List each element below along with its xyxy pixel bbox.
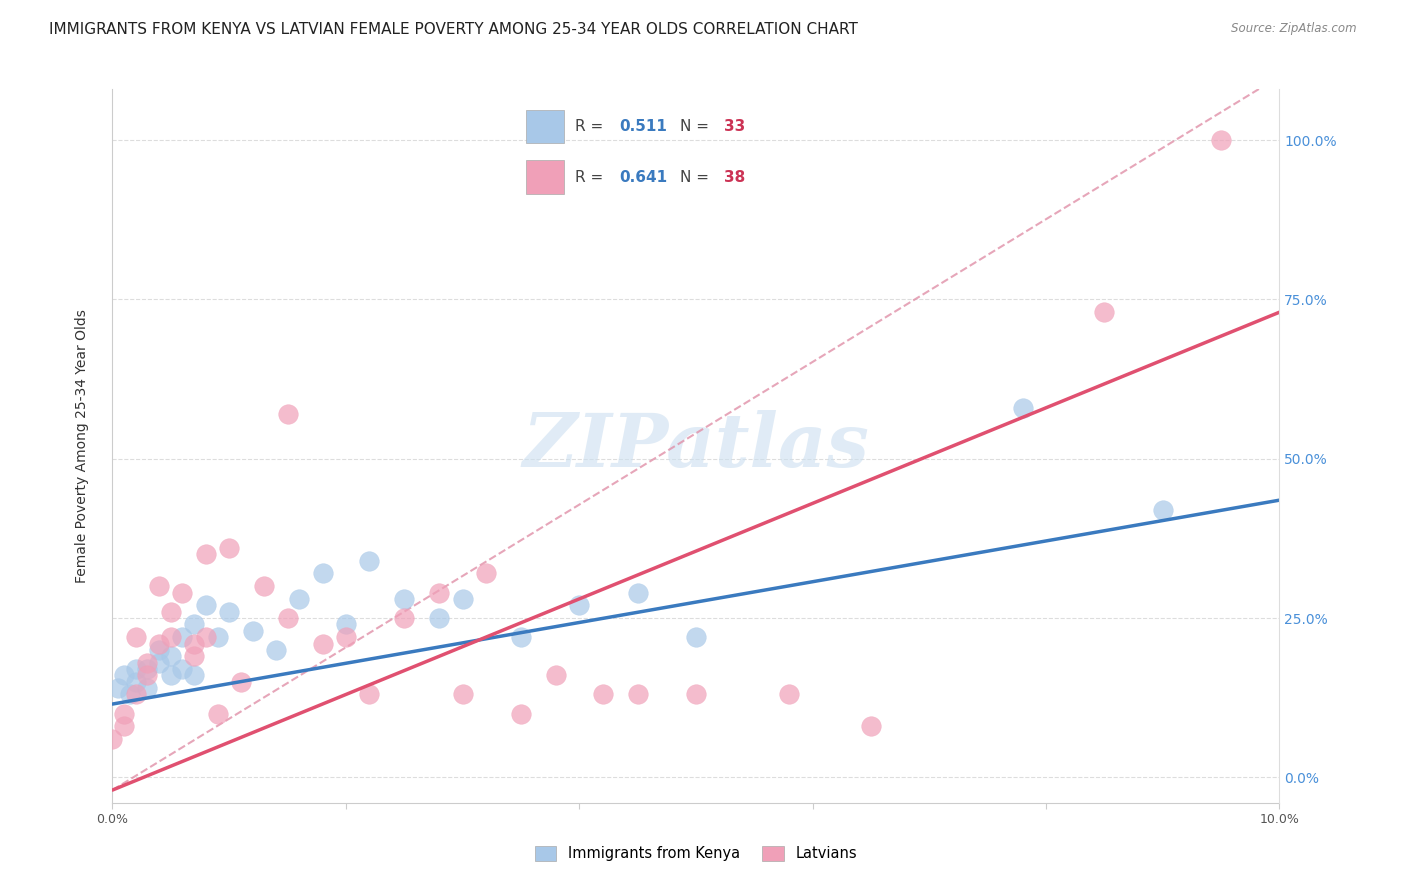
- Text: Source: ZipAtlas.com: Source: ZipAtlas.com: [1232, 22, 1357, 36]
- Point: [288, 591, 311, 606]
- Text: IMMIGRANTS FROM KENYA VS LATVIAN FEMALE POVERTY AMONG 25-34 YEAR OLDS CORRELATIO: IMMIGRANTS FROM KENYA VS LATVIAN FEMALE …: [49, 22, 858, 37]
- Point: [592, 688, 614, 702]
- Point: [148, 579, 170, 593]
- Point: [685, 688, 707, 702]
- Point: [311, 636, 333, 650]
- Point: [253, 579, 276, 593]
- Point: [207, 630, 229, 644]
- Point: [1011, 401, 1033, 415]
- Point: [394, 611, 416, 625]
- Point: [136, 662, 159, 676]
- Legend: Immigrants from Kenya, Latvians: Immigrants from Kenya, Latvians: [529, 839, 863, 867]
- Point: [148, 656, 170, 670]
- Point: [125, 674, 148, 689]
- Point: [335, 630, 357, 644]
- Point: [544, 668, 567, 682]
- Point: [125, 662, 148, 676]
- Point: [359, 554, 381, 568]
- Point: [125, 688, 148, 702]
- Point: [136, 668, 159, 682]
- Point: [194, 599, 217, 613]
- Point: [427, 611, 450, 625]
- Point: [160, 630, 183, 644]
- Point: [136, 681, 159, 695]
- Point: [427, 585, 450, 599]
- Point: [136, 656, 159, 670]
- Point: [451, 591, 474, 606]
- Point: [194, 630, 217, 644]
- Point: [160, 668, 183, 682]
- Point: [276, 611, 298, 625]
- Point: [160, 649, 183, 664]
- Point: [229, 674, 252, 689]
- Point: [685, 630, 707, 644]
- Point: [1152, 502, 1174, 516]
- Point: [183, 668, 205, 682]
- Point: [183, 649, 205, 664]
- Point: [183, 617, 205, 632]
- Point: [101, 732, 124, 747]
- Point: [359, 688, 381, 702]
- Point: [335, 617, 357, 632]
- Point: [118, 688, 141, 702]
- Point: [264, 643, 287, 657]
- Point: [207, 706, 229, 721]
- Text: ZIPatlas: ZIPatlas: [523, 409, 869, 483]
- Point: [778, 688, 800, 702]
- Point: [172, 585, 194, 599]
- Point: [568, 599, 591, 613]
- Point: [509, 630, 531, 644]
- Point: [475, 566, 498, 581]
- Point: [627, 585, 650, 599]
- Point: [1209, 133, 1232, 147]
- Point: [112, 668, 135, 682]
- Point: [160, 605, 183, 619]
- Point: [218, 605, 240, 619]
- Point: [394, 591, 416, 606]
- Point: [627, 688, 650, 702]
- Point: [311, 566, 333, 581]
- Point: [172, 630, 194, 644]
- Point: [148, 643, 170, 657]
- Point: [509, 706, 531, 721]
- Y-axis label: Female Poverty Among 25-34 Year Olds: Female Poverty Among 25-34 Year Olds: [75, 309, 89, 583]
- Point: [1094, 305, 1116, 319]
- Point: [860, 719, 883, 733]
- Point: [148, 636, 170, 650]
- Point: [107, 681, 129, 695]
- Point: [242, 624, 264, 638]
- Point: [194, 547, 217, 561]
- Point: [276, 407, 298, 421]
- Point: [125, 630, 148, 644]
- Point: [183, 636, 205, 650]
- Point: [112, 719, 135, 733]
- Point: [172, 662, 194, 676]
- Point: [112, 706, 135, 721]
- Point: [451, 688, 474, 702]
- Point: [218, 541, 240, 555]
